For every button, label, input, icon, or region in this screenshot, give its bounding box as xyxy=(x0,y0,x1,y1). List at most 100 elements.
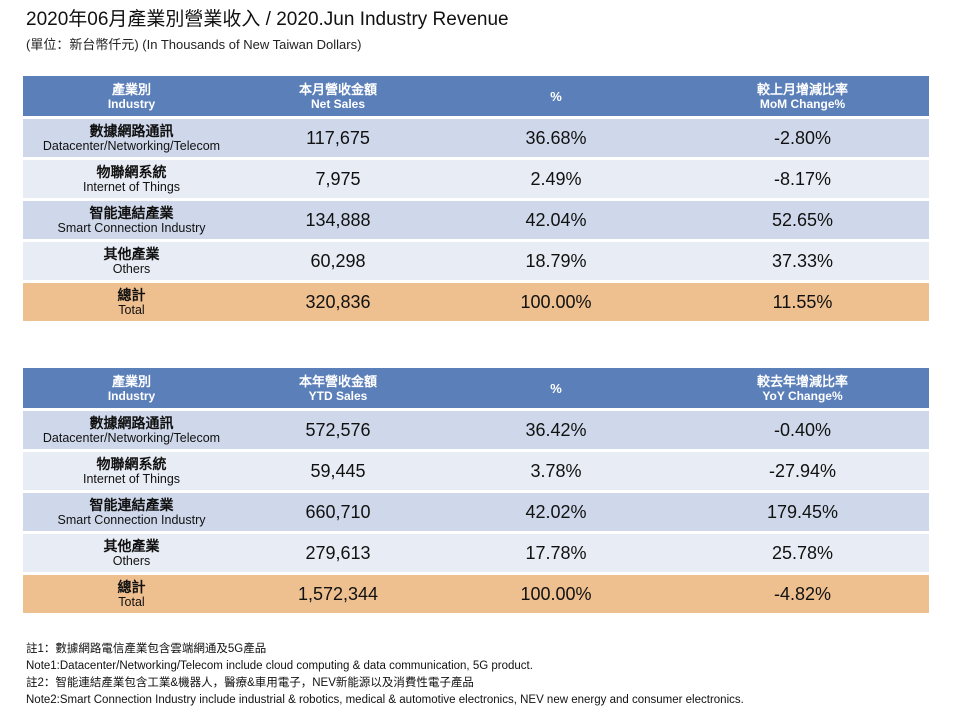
percent-cell: 36.68% xyxy=(436,119,676,157)
industry-cell: 數據網路通訊 Datacenter/Networking/Telecom xyxy=(23,411,240,449)
industry-cell: 總計 Total xyxy=(23,575,240,613)
industry-name-zh: 其他產業 xyxy=(103,538,160,554)
industry-name-en: Smart Connection Industry xyxy=(57,221,206,235)
industry-name-en: Internet of Things xyxy=(82,472,181,486)
header-industry-zh: 產業別 xyxy=(111,81,151,97)
industry-name-en: Others xyxy=(112,262,151,276)
sales-cell: 117,675 xyxy=(240,119,436,157)
industry-name-zh: 物聯網系統 xyxy=(96,456,167,472)
table-row: 物聯網系統 Internet of Things 59,445 3.78% -27… xyxy=(23,452,929,490)
table-row: 數據網路通訊 Datacenter/Networking/Telecom 572,… xyxy=(23,411,929,449)
percent-cell: 3.78% xyxy=(436,452,676,490)
sales-cell: 134,888 xyxy=(240,201,436,239)
industry-name-zh: 總計 xyxy=(117,579,146,595)
change-cell: 179.45% xyxy=(676,493,929,531)
note-2-zh: 註2：智能連結產業包含工業&機器人，醫療&車用電子，NEV新能源以及消費性電子產… xyxy=(26,677,474,689)
percent-cell: 18.79% xyxy=(436,242,676,280)
industry-name-en: Internet of Things xyxy=(82,180,181,194)
industry-name-zh: 智能連結產業 xyxy=(89,497,174,513)
footnotes: 註1：數據網路電信產業包含雲端網通及5G產品 Note1:Datacenter/… xyxy=(26,641,744,709)
change-cell: 37.33% xyxy=(676,242,929,280)
industry-cell: 總計 Total xyxy=(23,283,240,321)
note-2-en: Note2:Smart Connection Industry include … xyxy=(26,694,744,706)
header-sales-en: YTD Sales xyxy=(308,388,368,403)
industry-cell: 物聯網系統 Internet of Things xyxy=(23,160,240,198)
sales-cell: 7,975 xyxy=(240,160,436,198)
industry-name-en: Total xyxy=(118,303,145,317)
header-change-en: MoM Change% xyxy=(759,96,846,111)
change-cell: -2.80% xyxy=(676,119,929,157)
percent-cell: 42.02% xyxy=(436,493,676,531)
header-net-sales: 本月營收金額 Net Sales xyxy=(240,76,436,116)
change-cell: -0.40% xyxy=(676,411,929,449)
change-cell: -4.82% xyxy=(676,575,929,613)
header-yoy-change: 較去年增減比率 YoY Change% xyxy=(676,368,929,408)
table-row: 其他產業 Others 60,298 18.79% 37.33% xyxy=(23,242,929,280)
change-cell: -27.94% xyxy=(676,452,929,490)
table-row: 其他產業 Others 279,613 17.78% 25.78% xyxy=(23,534,929,572)
header-sales-zh: 本月營收金額 xyxy=(298,81,377,97)
total-row: 總計 Total 320,836 100.00% 11.55% xyxy=(23,283,929,321)
ytd-revenue-table: 產業別 Industry 本年營收金額 YTD Sales % 較去年增減比率 … xyxy=(23,365,929,616)
sales-cell: 60,298 xyxy=(240,242,436,280)
change-cell: -8.17% xyxy=(676,160,929,198)
percent-cell: 2.49% xyxy=(436,160,676,198)
percent-cell: 100.00% xyxy=(436,283,676,321)
table-row: 數據網路通訊 Datacenter/Networking/Telecom 117,… xyxy=(23,119,929,157)
header-industry-en: Industry xyxy=(107,388,156,403)
header-change-zh: 較去年增減比率 xyxy=(756,373,848,389)
percent-cell: 100.00% xyxy=(436,575,676,613)
header-industry: 產業別 Industry xyxy=(23,76,240,116)
industry-cell: 智能連結產業 Smart Connection Industry xyxy=(23,201,240,239)
industry-name-en: Datacenter/Networking/Telecom xyxy=(42,139,221,153)
industry-name-en: Datacenter/Networking/Telecom xyxy=(42,431,221,445)
note-1-zh: 註1：數據網路電信產業包含雲端網通及5G產品 xyxy=(26,643,267,655)
table-row: 智能連結產業 Smart Connection Industry 134,888 … xyxy=(23,201,929,239)
industry-name-zh: 數據網路通訊 xyxy=(89,123,174,139)
total-row: 總計 Total 1,572,344 100.00% -4.82% xyxy=(23,575,929,613)
industry-cell: 其他產業 Others xyxy=(23,534,240,572)
industry-cell: 物聯網系統 Internet of Things xyxy=(23,452,240,490)
change-cell: 52.65% xyxy=(676,201,929,239)
header-change-en: YoY Change% xyxy=(762,388,843,403)
change-cell: 11.55% xyxy=(676,283,929,321)
sales-cell: 660,710 xyxy=(240,493,436,531)
header-change-zh: 較上月增減比率 xyxy=(756,81,848,97)
page-title: 2020年06月產業別營業收入 / 2020.Jun Industry Reve… xyxy=(26,9,509,30)
table-header-row: 產業別 Industry 本年營收金額 YTD Sales % 較去年增減比率 … xyxy=(23,368,929,408)
percent-cell: 42.04% xyxy=(436,201,676,239)
percent-cell: 36.42% xyxy=(436,411,676,449)
industry-name-zh: 其他產業 xyxy=(103,246,160,262)
note-1-en: Note1:Datacenter/Networking/Telecom incl… xyxy=(26,660,533,672)
header-percent: % xyxy=(436,368,676,408)
header-sales-en: Net Sales xyxy=(310,96,366,111)
sales-cell: 59,445 xyxy=(240,452,436,490)
table-header-row: 產業別 Industry 本月營收金額 Net Sales % 較上月增減比率 … xyxy=(23,76,929,116)
percent-cell: 17.78% xyxy=(436,534,676,572)
industry-name-zh: 智能連結產業 xyxy=(89,205,174,221)
industry-cell: 其他產業 Others xyxy=(23,242,240,280)
header-mom-change: 較上月增減比率 MoM Change% xyxy=(676,76,929,116)
header-industry-en: Industry xyxy=(107,96,156,111)
change-cell: 25.78% xyxy=(676,534,929,572)
table-row: 智能連結產業 Smart Connection Industry 660,710 … xyxy=(23,493,929,531)
industry-name-zh: 總計 xyxy=(117,287,146,303)
industry-name-en: Smart Connection Industry xyxy=(57,513,206,527)
header-sales-zh: 本年營收金額 xyxy=(298,373,377,389)
industry-cell: 數據網路通訊 Datacenter/Networking/Telecom xyxy=(23,119,240,157)
header-industry-zh: 產業別 xyxy=(111,373,151,389)
sales-cell: 1,572,344 xyxy=(240,575,436,613)
unit-subtitle: (單位：新台幣仟元) (In Thousands of New Taiwan D… xyxy=(26,37,362,52)
table-row: 物聯網系統 Internet of Things 7,975 2.49% -8.1… xyxy=(23,160,929,198)
sales-cell: 572,576 xyxy=(240,411,436,449)
industry-name-zh: 數據網路通訊 xyxy=(89,415,174,431)
industry-name-en: Others xyxy=(112,554,151,568)
industry-name-en: Total xyxy=(118,595,145,609)
sales-cell: 320,836 xyxy=(240,283,436,321)
industry-cell: 智能連結產業 Smart Connection Industry xyxy=(23,493,240,531)
header-percent: % xyxy=(436,76,676,116)
header-ytd-sales: 本年營收金額 YTD Sales xyxy=(240,368,436,408)
monthly-revenue-table: 產業別 Industry 本月營收金額 Net Sales % 較上月增減比率 … xyxy=(23,73,929,324)
header-industry: 產業別 Industry xyxy=(23,368,240,408)
sales-cell: 279,613 xyxy=(240,534,436,572)
